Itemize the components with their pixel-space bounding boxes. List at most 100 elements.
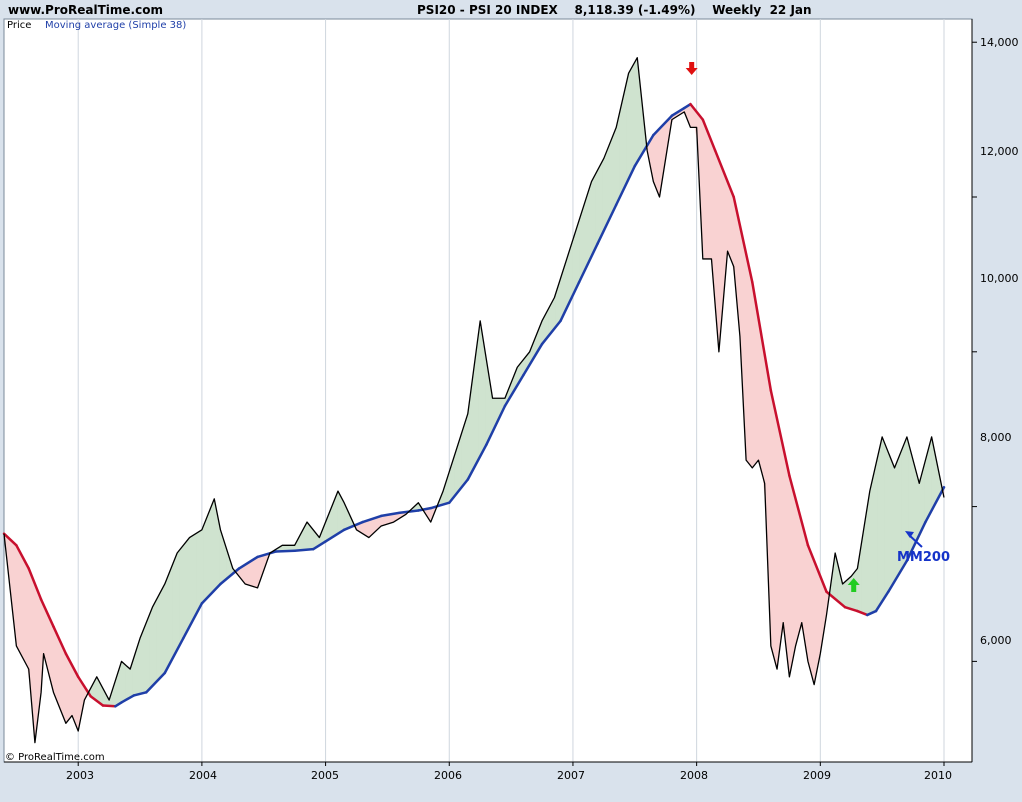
fill-above-segment — [614, 122, 618, 208]
fill-above-segment — [873, 464, 877, 613]
grid-layer — [77, 19, 977, 766]
fill-above-segment — [619, 101, 623, 198]
fill-above-segment — [170, 562, 174, 662]
ma-line-segment — [466, 443, 488, 481]
fill-above-segment — [461, 423, 465, 488]
ma-line-segment — [713, 149, 735, 199]
x-tick-label: 2004 — [189, 769, 217, 782]
fill-above-segment — [870, 474, 874, 614]
fill-below-segment — [772, 397, 776, 661]
fill-below-segment — [67, 656, 71, 723]
fill-above-segment — [161, 585, 165, 678]
x-tick-label: 2003 — [66, 769, 94, 782]
fill-above-segment — [95, 678, 99, 703]
x-tick-label: 2006 — [434, 769, 462, 782]
fill-below-segment — [781, 440, 785, 634]
fill-above-segment — [168, 568, 172, 667]
fill-above-segment — [882, 438, 886, 602]
ma-line-segment — [670, 106, 686, 117]
fill-below-segment — [793, 491, 797, 656]
fill-below-segment — [790, 482, 794, 668]
top-bar: www.ProRealTime.com PSI20 - PSI 20 INDEX… — [0, 0, 1022, 20]
fill-above-segment — [626, 72, 630, 183]
fill-below-segment — [774, 408, 778, 669]
fill-below-segment — [57, 636, 61, 710]
fill-below-segment — [654, 130, 658, 192]
fill-above-segment — [128, 666, 132, 699]
fill-below-segment — [748, 266, 752, 468]
ma-line-segment — [27, 567, 43, 601]
fill-above-segment — [480, 326, 484, 455]
x-tick-label: 2007 — [557, 769, 585, 782]
fill-below-segment — [250, 559, 254, 587]
fill-below-segment — [779, 430, 783, 651]
y-tick-label: 14,000 — [980, 36, 1019, 49]
sell-signal-arrow — [685, 62, 698, 75]
fill-below-segment — [74, 669, 78, 728]
fill-below-segment — [60, 641, 64, 716]
ma-line-segment — [52, 625, 68, 655]
fill-below-segment — [760, 331, 764, 478]
ma-line-segment — [503, 373, 525, 408]
fill-below-segment — [802, 526, 806, 646]
fill-below-segment — [62, 646, 66, 722]
fill-below-segment — [64, 651, 68, 722]
fill-above-segment — [621, 91, 625, 193]
fill-above-segment — [595, 168, 599, 247]
fill-below-segment — [727, 182, 731, 258]
ma-line-segment — [200, 582, 222, 605]
fill-above-segment — [847, 576, 851, 610]
fill-below-segment — [816, 568, 820, 670]
fill-above-segment — [581, 203, 585, 277]
fill-above-segment — [184, 539, 188, 636]
fill-below-segment — [746, 255, 750, 465]
fill-below-segment — [750, 277, 754, 468]
ma-line-segment — [39, 598, 55, 628]
fill-above-segment — [574, 225, 578, 291]
fill-above-segment — [600, 159, 604, 237]
fill-below-segment — [245, 562, 249, 586]
fill-below-segment — [753, 290, 757, 468]
annotation-layer — [685, 62, 923, 592]
fill-below-segment — [809, 550, 813, 679]
fill-below-segment — [255, 556, 259, 588]
fill-above-segment — [579, 210, 583, 281]
fill-below-segment — [243, 563, 247, 585]
fill-above-segment — [175, 551, 179, 653]
fill-above-segment — [887, 450, 891, 594]
fill-below-segment — [367, 519, 371, 538]
fill-below-segment — [706, 129, 710, 260]
fill-below-segment — [769, 386, 773, 652]
buy-signal-arrow — [847, 578, 860, 592]
fill-above-segment — [464, 416, 468, 485]
fill-above-segment — [602, 153, 606, 232]
fill-above-segment — [844, 578, 848, 609]
ma-line-segment — [689, 102, 705, 121]
fill-above-segment — [586, 188, 590, 267]
fill-above-segment — [198, 529, 202, 609]
x-tick-label: 2009 — [803, 769, 831, 782]
ma-line-segment — [324, 528, 346, 543]
fill-above-segment — [913, 461, 917, 548]
ma-line-segment — [361, 514, 383, 524]
fill-above-segment — [201, 525, 205, 606]
fill-above-segment — [191, 533, 195, 623]
fill-above-segment — [906, 438, 910, 562]
fill-above-segment — [591, 176, 595, 257]
fill-above-segment — [121, 660, 125, 703]
y-tick-label: 12,000 — [980, 145, 1019, 158]
fill-above-segment — [189, 535, 193, 627]
x-tick-label: 2010 — [924, 769, 952, 782]
fill-below-segment — [248, 560, 252, 587]
fill-above-segment — [125, 664, 129, 701]
fill-above-segment — [309, 524, 313, 550]
ma-line-segment — [64, 652, 80, 679]
ma-line-segment — [144, 671, 167, 694]
fill-above-segment — [877, 443, 881, 609]
ma-line-segment — [522, 342, 544, 377]
fill-below-segment — [76, 673, 80, 729]
site-name[interactable]: www.ProRealTime.com — [8, 3, 163, 17]
fill-above-segment — [593, 172, 597, 252]
fill-above-segment — [889, 456, 893, 591]
fill-below-segment — [807, 544, 811, 670]
